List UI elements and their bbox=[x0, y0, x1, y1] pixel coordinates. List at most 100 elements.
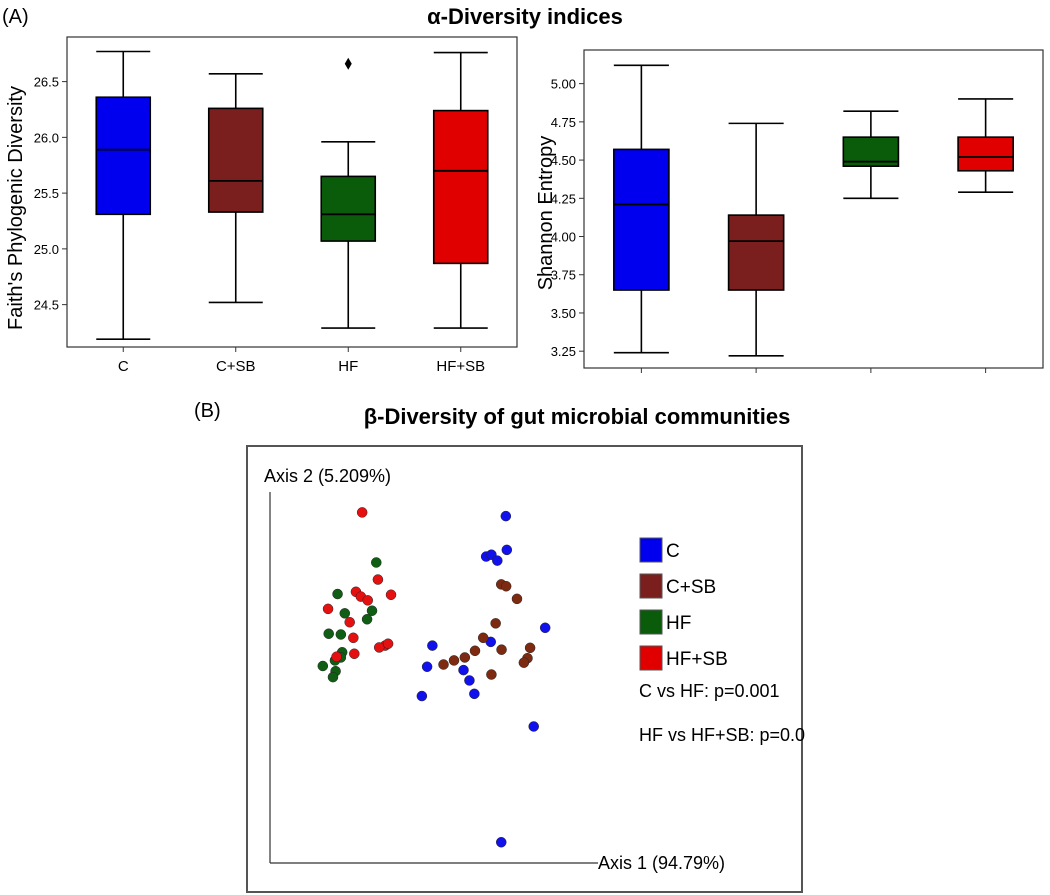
faith-c-plus-sb-box bbox=[207, 72, 264, 304]
shannon-c-plus-sb-box bbox=[727, 122, 785, 357]
shannon-ytick-label: 3.50 bbox=[551, 306, 576, 321]
shannon-ytick-label: 5.00 bbox=[551, 77, 576, 92]
shannon-ytick-label: 4.00 bbox=[551, 230, 576, 245]
faith-x-axis: C C+SB HF HF+SB bbox=[118, 347, 485, 375]
legend-swatch-hf bbox=[639, 609, 663, 635]
point-hf-plus-sb bbox=[344, 616, 355, 628]
shannon-boxes bbox=[613, 64, 1014, 357]
point-c-plus-sb bbox=[438, 659, 449, 670]
p-value-hf-vs-hfsb: HF vs HF+SB: p=0.017 bbox=[639, 725, 806, 745]
faith-c-xtick-label: C bbox=[118, 358, 129, 375]
faith-y-axis: 24.5 25.0 25.5 26.0 26.5 bbox=[34, 75, 67, 313]
shannon-c-xtick-label: C bbox=[636, 379, 647, 380]
alpha-diversity-title: α-Diversity indices bbox=[427, 4, 623, 29]
faith-c-box bbox=[95, 50, 152, 340]
faith-hf-plus-sb-iqr-rect bbox=[432, 109, 489, 265]
point-c-plus-sb bbox=[511, 593, 523, 605]
pcoa-frame bbox=[246, 445, 803, 893]
shannon-hf-xtick-label: HF bbox=[861, 379, 881, 380]
point-hf-plus-sb bbox=[349, 648, 360, 660]
shannon-hf-box bbox=[842, 110, 900, 200]
panel-b-label: (B) bbox=[194, 400, 221, 422]
faith-ytick-label: 26.0 bbox=[34, 130, 59, 145]
p-value-c-vs-hf: C vs HF: p=0.001 bbox=[639, 681, 780, 701]
point-hf bbox=[332, 588, 343, 600]
point-hf bbox=[366, 605, 378, 616]
shannon-boxplot: 3.25 3.50 3.75 4.00 4.25 4.50 4.75 5.00 C C+SB HF… bbox=[535, 49, 1044, 380]
point-hf-plus-sb bbox=[356, 507, 368, 518]
faith-ytick-label: 25.0 bbox=[34, 242, 59, 257]
panel-a-label: (A) bbox=[2, 6, 29, 28]
point-c-plus-sb bbox=[469, 645, 481, 657]
shannon-ytick-label: 4.75 bbox=[551, 115, 576, 130]
shannon-c-iqr-rect bbox=[613, 148, 670, 291]
shannon-y-axis: 3.25 3.50 3.75 4.00 4.25 4.50 4.75 5.00 bbox=[551, 77, 584, 359]
point-c bbox=[492, 555, 503, 566]
pcoa-x-axis-label: Axis 1 (94.79%) bbox=[598, 853, 725, 873]
point-c bbox=[539, 622, 551, 634]
point-c-plus-sb bbox=[448, 655, 460, 666]
shannon-x-axis: C C+SB HF HF+SB bbox=[636, 368, 1010, 380]
point-hf bbox=[361, 614, 373, 625]
faith-c-iqr-rect bbox=[95, 96, 152, 216]
faith-c-plus-sb-iqr-rect bbox=[207, 107, 264, 213]
shannon-hf-plus-sb-xtick-label: HF+SB bbox=[961, 379, 1010, 380]
faith-hf-box bbox=[320, 57, 377, 329]
point-hf-plus-sb bbox=[382, 638, 394, 649]
point-c-plus-sb bbox=[477, 632, 489, 644]
point-hf bbox=[317, 660, 329, 672]
point-hf-plus-sb bbox=[331, 651, 342, 662]
point-c bbox=[458, 664, 469, 676]
faith-y-axis-label: Faith's Phylogenic Diversity bbox=[5, 86, 27, 330]
legend-label-c: C bbox=[666, 541, 680, 562]
point-hf-plus-sb bbox=[348, 632, 359, 644]
shannon-ytick-label: 4.50 bbox=[551, 153, 576, 168]
shannon-hf-plus-sb-box bbox=[957, 98, 1014, 193]
point-hf bbox=[339, 608, 351, 619]
point-hf bbox=[371, 557, 382, 568]
point-c-plus-sb bbox=[524, 642, 536, 654]
faith-pd-boxplot: 24.5 25.0 25.5 26.0 26.5 C C+SB HF HF+SB Faith'… bbox=[5, 36, 518, 375]
shannon-plot-frame bbox=[583, 49, 1044, 369]
point-c bbox=[464, 675, 475, 686]
point-hf-plus-sb bbox=[373, 642, 385, 653]
shannon-ytick-label: 3.25 bbox=[551, 344, 576, 359]
point-c bbox=[416, 690, 428, 702]
point-hf bbox=[335, 629, 347, 640]
faith-c-plus-sb-xtick-label: C+SB bbox=[216, 358, 256, 375]
point-hf-plus-sb bbox=[362, 595, 373, 606]
point-c bbox=[528, 721, 539, 732]
faith-hf-plus-sb-box bbox=[432, 51, 489, 329]
faith-hf-outlier bbox=[344, 57, 352, 70]
point-c-plus-sb bbox=[459, 652, 471, 663]
shannon-c-plus-sb-iqr-rect bbox=[727, 214, 785, 291]
point-c bbox=[495, 836, 507, 848]
beta-diversity-title: β-Diversity of gut microbial communities bbox=[363, 404, 791, 429]
faith-hf-iqr-rect bbox=[320, 175, 377, 242]
point-hf-plus-sb bbox=[385, 589, 397, 601]
shannon-ytick-label: 3.75 bbox=[551, 268, 576, 283]
pcoa-points bbox=[317, 507, 551, 848]
legend-swatch-c bbox=[639, 537, 663, 563]
faith-ytick-label: 26.5 bbox=[34, 75, 59, 90]
faith-boxes bbox=[95, 50, 489, 340]
point-c bbox=[421, 661, 433, 672]
faith-hf-plus-sb-xtick-label: HF+SB bbox=[436, 358, 485, 375]
point-c-plus-sb bbox=[496, 644, 507, 655]
faith-ytick-label: 25.5 bbox=[34, 186, 59, 201]
point-hf-plus-sb bbox=[372, 574, 384, 585]
point-c-plus-sb bbox=[490, 618, 501, 629]
shannon-ytick-label: 4.25 bbox=[551, 191, 576, 206]
point-hf bbox=[327, 671, 339, 683]
point-c-plus-sb bbox=[500, 580, 512, 592]
shannon-hf-plus-sb-iqr-rect bbox=[957, 136, 1014, 172]
shannon-c-plus-sb-xtick-label: C+SB bbox=[736, 379, 776, 380]
point-c-plus-sb bbox=[486, 669, 497, 680]
point-hf-plus-sb bbox=[322, 603, 334, 615]
pcoa-legend: C C+SB HF HF+SB bbox=[639, 537, 728, 671]
legend-swatch-hf-plus-sb bbox=[639, 645, 663, 671]
point-c bbox=[501, 544, 513, 556]
pcoa-y-axis-label: Axis 2 (5.209%) bbox=[264, 466, 391, 486]
legend-label-hf-plus-sb: HF+SB bbox=[666, 649, 728, 670]
pcoa-scatter: Axis 2 (5.209%) Axis 1 (94.79%) C C+SB HF H… bbox=[246, 445, 806, 893]
